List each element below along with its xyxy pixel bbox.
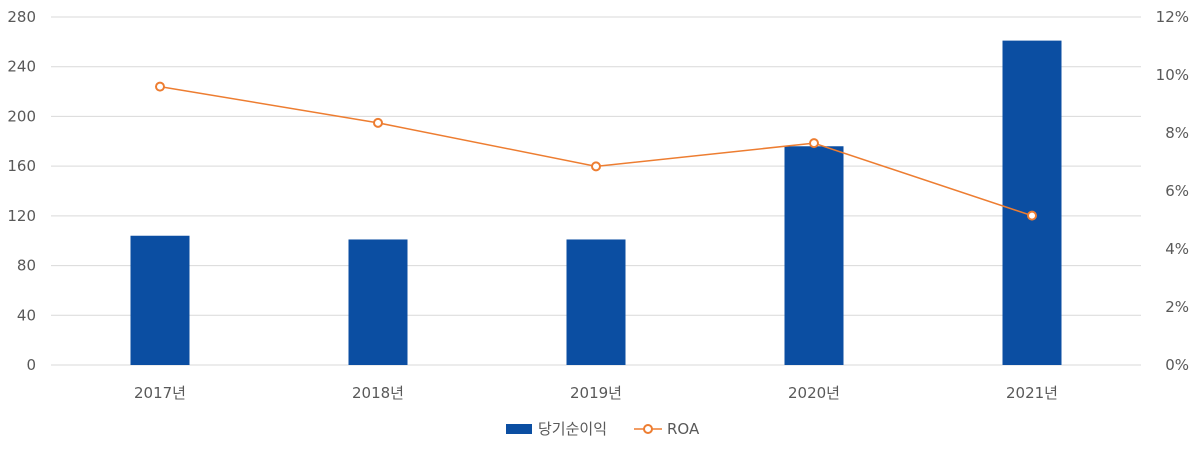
bar-net-income-0 — [130, 235, 190, 365]
legend-label-net-income: 당기순이익 — [538, 420, 607, 438]
roa-point-2 — [591, 161, 601, 172]
roa-point-0 — [155, 81, 165, 92]
right-axis-tick-label: 10% — [1156, 66, 1189, 84]
bar-series-net-income — [130, 40, 1062, 365]
roa-line — [159, 85, 1033, 217]
bar-net-income-2 — [566, 239, 626, 365]
x-axis-tick-label: 2018년 — [352, 384, 404, 402]
x-axis-tick-label: 2019년 — [570, 384, 622, 402]
legend-swatch-roa-marker — [643, 424, 653, 434]
roa-point-3 — [809, 138, 819, 149]
right-axis-tick-label: 6% — [1165, 182, 1189, 200]
legend: 당기순이익 ROA — [506, 420, 700, 438]
left-axis-tick-label: 0 — [26, 356, 36, 374]
right-axis-tick-label: 4% — [1165, 240, 1189, 258]
left-axis-tick-label: 120 — [7, 207, 36, 225]
bar-net-income-4 — [1002, 40, 1062, 365]
legend-swatch-net-income — [506, 424, 532, 434]
right-y-axis: 0% 2% 4% 6% 8% 10% 12% — [1156, 8, 1189, 374]
bar-net-income-1 — [348, 239, 408, 365]
left-axis-tick-label: 200 — [7, 107, 36, 125]
x-axis: 2017년 2018년 2019년 2020년 2021년 — [134, 384, 1058, 402]
legend-label-roa: ROA — [667, 420, 700, 438]
left-axis-tick-label: 40 — [17, 306, 36, 324]
right-axis-tick-label: 12% — [1156, 8, 1189, 26]
left-axis-tick-label: 80 — [17, 257, 36, 275]
right-axis-tick-label: 8% — [1165, 124, 1189, 142]
line-series-roa — [155, 81, 1037, 221]
left-axis-tick-label: 160 — [7, 157, 36, 175]
right-axis-tick-label: 2% — [1165, 298, 1189, 316]
x-axis-tick-label: 2020년 — [788, 384, 840, 402]
x-axis-tick-label: 2021년 — [1006, 384, 1058, 402]
left-axis-tick-label: 240 — [7, 58, 36, 76]
roa-point-4 — [1027, 210, 1037, 221]
left-axis-tick-label: 280 — [7, 8, 36, 26]
x-axis-tick-label: 2017년 — [134, 384, 186, 402]
left-y-axis: 0 40 80 120 160 200 240 280 — [7, 8, 36, 374]
roa-point-1 — [373, 117, 383, 128]
right-axis-tick-label: 0% — [1165, 356, 1189, 374]
bar-net-income-3 — [784, 146, 844, 365]
